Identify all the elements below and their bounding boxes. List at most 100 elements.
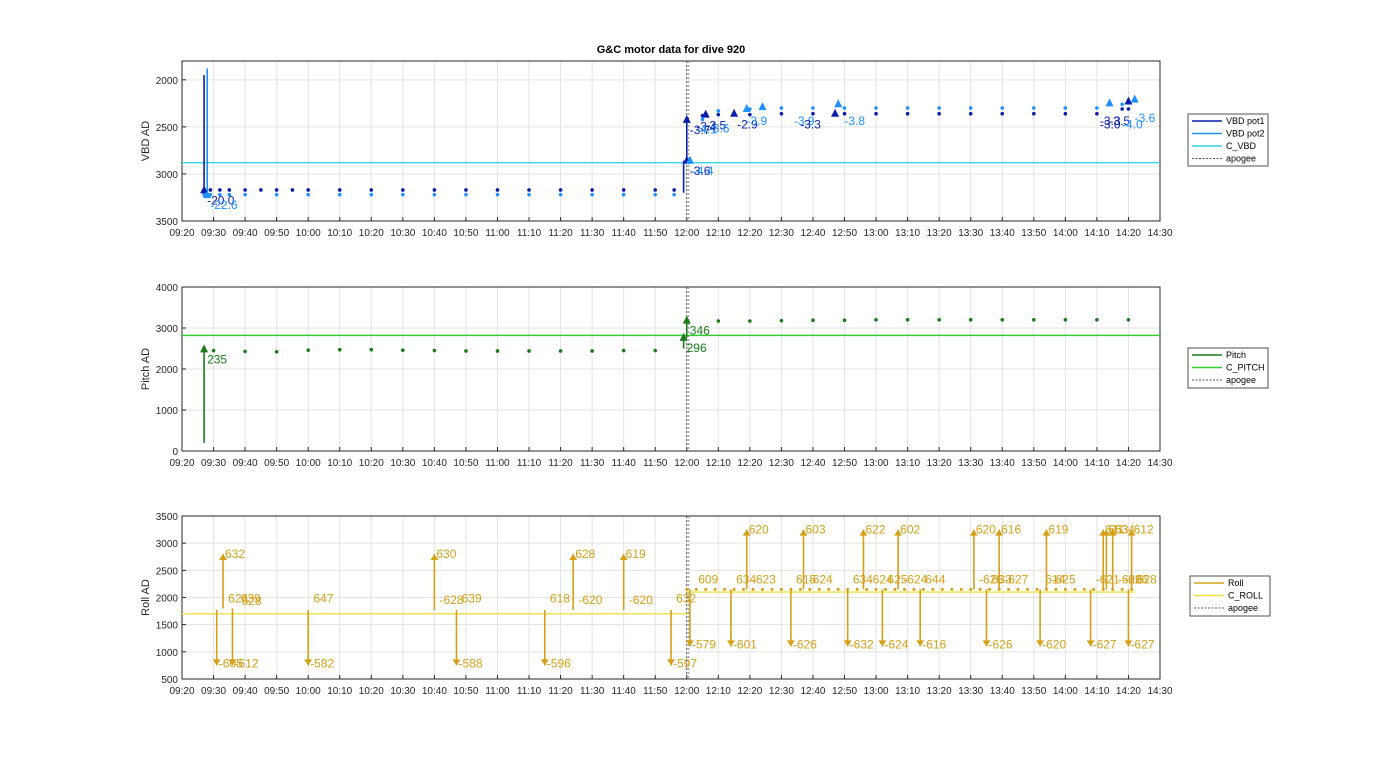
data-point xyxy=(1095,106,1099,110)
roll-arrowhead xyxy=(304,659,313,666)
data-point xyxy=(1032,106,1036,110)
x-tick-label: 10:50 xyxy=(453,228,478,239)
move-marker xyxy=(730,108,739,117)
data-point xyxy=(836,587,840,591)
data-point xyxy=(464,192,468,197)
x-tick-label: 09:50 xyxy=(264,458,289,469)
roll-arrowhead xyxy=(1124,640,1133,647)
data-point xyxy=(968,318,973,322)
roll-annotation: -620 xyxy=(1042,637,1066,651)
x-tick-label: 13:10 xyxy=(895,228,920,239)
x-tick-label: 10:00 xyxy=(296,686,321,697)
roll-annotation: -605 xyxy=(219,656,243,670)
x-tick-label: 10:50 xyxy=(453,686,478,697)
x-tick-label: 13:50 xyxy=(1021,686,1046,697)
x-tick-label: 13:20 xyxy=(927,228,952,239)
roll-annotation: 639 xyxy=(462,591,482,605)
legend-label: Pitch xyxy=(1226,350,1246,360)
x-tick-label: 14:30 xyxy=(1147,458,1172,469)
data-point xyxy=(1126,318,1131,322)
data-point xyxy=(1120,587,1124,591)
x-tick-label: 14:20 xyxy=(1116,458,1141,469)
roll-arrowhead xyxy=(799,529,808,536)
move-marker xyxy=(682,315,691,324)
x-tick-label: 13:40 xyxy=(990,686,1015,697)
x-tick-label: 12:00 xyxy=(674,228,699,239)
roll-annotation: 619 xyxy=(1048,523,1068,537)
data-point xyxy=(716,112,721,117)
data-point xyxy=(779,106,784,110)
plot-area xyxy=(181,60,1161,222)
x-tick-label: 13:00 xyxy=(864,458,889,469)
data-point xyxy=(1000,111,1005,116)
x-tick-label: 14:20 xyxy=(1116,228,1141,239)
x-tick-label: 10:00 xyxy=(296,458,321,469)
value-annotation: -3.6 xyxy=(709,121,730,135)
data-point xyxy=(874,111,878,116)
roll-annotation: -626 xyxy=(988,637,1012,651)
value-annotation: -3.6 xyxy=(1135,111,1156,125)
data-point xyxy=(748,319,752,323)
y-axis-label: Pitch AD xyxy=(140,348,152,390)
roll-annotation: 633 xyxy=(992,572,1012,586)
roll-annotation: -627 xyxy=(1130,637,1154,651)
data-point xyxy=(1032,318,1036,322)
x-tick-label: 12:10 xyxy=(706,686,731,697)
roll-annotation: -601 xyxy=(733,637,757,651)
data-point xyxy=(432,192,437,197)
data-point xyxy=(865,587,869,591)
x-tick-label: 10:30 xyxy=(390,458,415,469)
data-point xyxy=(1035,587,1039,591)
value-annotation: -4.0 xyxy=(1122,118,1143,132)
move-marker xyxy=(1124,96,1133,105)
plot-frame xyxy=(181,515,1161,680)
x-tick-label: 11:10 xyxy=(517,458,542,469)
data-point xyxy=(218,188,222,192)
data-point xyxy=(527,349,531,353)
data-point xyxy=(290,188,295,192)
data-point xyxy=(590,188,594,192)
move-marker xyxy=(1130,94,1139,103)
x-tick-label: 12:20 xyxy=(737,686,762,697)
roll-annotation: -620 xyxy=(629,593,653,607)
x-tick-label: 10:10 xyxy=(327,458,352,469)
roll-annotation: 603 xyxy=(806,523,826,537)
value-annotation: -20.0 xyxy=(207,193,235,207)
x-tick-label: 14:30 xyxy=(1147,686,1172,697)
data-point xyxy=(842,318,847,323)
x-tick-label: 10:30 xyxy=(390,228,415,239)
roll-annotation: 639 xyxy=(241,591,261,605)
roll-annotation: 602 xyxy=(900,523,920,537)
roll-annotation: -627 xyxy=(1004,572,1028,586)
data-point xyxy=(208,188,213,192)
roll-arrowhead xyxy=(982,640,991,647)
roll-annotation: -616 xyxy=(922,637,946,651)
x-tick-label: 12:30 xyxy=(769,686,794,697)
data-point xyxy=(811,111,815,116)
roll-annotation: -621 xyxy=(1096,572,1120,586)
data-point xyxy=(770,587,774,591)
x-tick-label: 13:00 xyxy=(864,228,889,239)
data-point xyxy=(874,587,878,591)
value-annotation: -3.3 xyxy=(1100,114,1121,128)
x-tick-label: 09:40 xyxy=(233,228,258,239)
x-tick-label: 14:00 xyxy=(1053,228,1078,239)
x-tick-label: 11:10 xyxy=(517,228,542,239)
data-point xyxy=(211,348,216,353)
y-tick-label: 4000 xyxy=(156,283,179,294)
move-marker xyxy=(679,332,688,341)
data-point xyxy=(748,112,752,117)
roll-arrowhead xyxy=(726,640,735,647)
move-marker xyxy=(203,190,212,199)
roll-annotation: -588 xyxy=(458,656,482,670)
roll-annotation: -628 xyxy=(440,593,464,607)
x-tick-label: 12:40 xyxy=(800,228,825,239)
roll-annotation: -579 xyxy=(692,637,716,651)
x-tick-label: 12:20 xyxy=(737,228,762,239)
y-tick-label: 2000 xyxy=(156,594,179,605)
x-tick-label: 12:50 xyxy=(832,228,857,239)
roll-annotation: 630 xyxy=(436,547,456,561)
roll-arrowhead xyxy=(430,554,439,561)
roll-arrowhead xyxy=(969,529,978,536)
